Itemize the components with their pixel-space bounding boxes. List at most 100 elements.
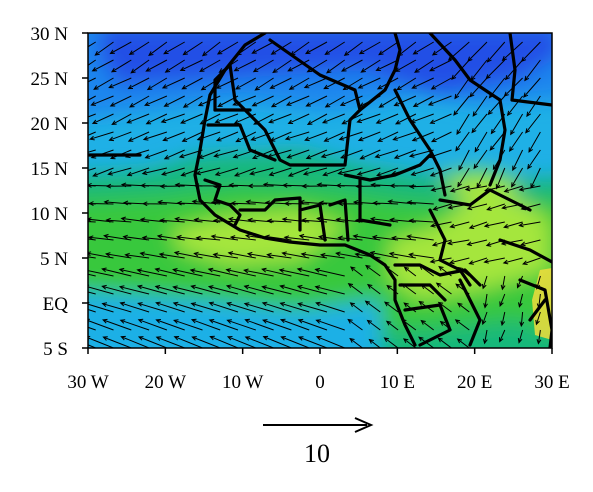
- wind-vector-arrow: [456, 338, 470, 348]
- wind-vector-arrow: [233, 167, 256, 177]
- wind-vector-arrow: [481, 311, 488, 326]
- wind-vector-arrow: [347, 318, 363, 331]
- wind-vector-arrow: [528, 131, 541, 153]
- wind-vector-arrow: [266, 252, 292, 259]
- wind-vector-arrow: [108, 131, 132, 142]
- wind-vector-arrow: [430, 131, 452, 143]
- wind-vector-arrow: [536, 293, 542, 309]
- wind-vector-arrow: [471, 113, 488, 134]
- wind-vector-arrow: [251, 149, 274, 160]
- wind-vector-arrow: [162, 131, 185, 142]
- wind-vector-arrow: [88, 77, 96, 83]
- wind-vector-arrow: [164, 59, 185, 73]
- wind-vector-arrow: [429, 257, 452, 264]
- wind-vector-arrow: [383, 337, 399, 348]
- wind-vector-arrow: [190, 302, 221, 313]
- wind-vector-arrow: [315, 319, 345, 331]
- wind-vector-arrow: [420, 284, 435, 295]
- wind-vector-arrow: [268, 167, 292, 177]
- wind-vector-arrow: [286, 149, 310, 159]
- wind-vector-arrow: [418, 300, 434, 313]
- wind-vector-arrow: [88, 149, 96, 153]
- wind-vector-arrow: [347, 283, 363, 295]
- wind-vector-arrow: [262, 335, 292, 348]
- wind-vector-arrow: [196, 131, 221, 141]
- wind-vector-arrow: [320, 149, 345, 159]
- wind-vector-arrow: [484, 185, 505, 193]
- wind-vector-arrow: [88, 41, 96, 48]
- x-tick-label: 10 W: [222, 372, 263, 393]
- wind-vector-arrow: [266, 149, 292, 158]
- wind-vector-arrow: [306, 113, 328, 125]
- wind-vector-arrow: [191, 336, 221, 348]
- wind-vector-arrow: [520, 203, 541, 211]
- wind-vector-arrow: [372, 200, 399, 206]
- wind-vector-arrow: [190, 284, 221, 295]
- wind-vector-arrow: [303, 77, 328, 89]
- wind-vector-arrow: [214, 113, 239, 124]
- wind-vector-arrow: [146, 77, 168, 91]
- y-axis: 30 N 25 N 20 N 15 N 10 N 5 N EQ 5 S: [31, 24, 88, 360]
- wind-vector-arrow: [176, 200, 203, 206]
- y-tick-label: 5 N: [40, 249, 68, 270]
- wind-vector-arrow: [315, 335, 345, 348]
- wind-vector-arrow: [119, 301, 150, 313]
- wind-vector-arrow: [486, 347, 487, 348]
- wind-vector-arrow: [236, 41, 257, 56]
- wind-vector-arrow: [243, 268, 274, 277]
- wind-vector-arrow: [466, 203, 488, 211]
- wind-vector-arrow: [447, 41, 470, 61]
- wind-vector-arrow: [469, 77, 488, 98]
- wind-vector-arrow: [349, 337, 363, 348]
- wind-vector-arrow: [218, 59, 239, 73]
- x-tick-label: 30 W: [67, 372, 108, 393]
- wind-vector-arrow: [315, 301, 345, 313]
- wind-vector-arrow: [297, 318, 328, 331]
- wind-vector-arrow: [304, 41, 328, 55]
- wind-vector-arrow: [88, 201, 114, 206]
- wind-vector-arrow: [182, 95, 203, 108]
- wind-vector-arrow: [126, 167, 150, 177]
- wind-vector-arrow: [317, 234, 345, 241]
- wind-vector-arrow: [457, 266, 470, 277]
- wind-vector-arrow: [88, 221, 96, 223]
- wind-vector-arrow: [243, 302, 274, 313]
- wind-vector-arrow: [366, 319, 381, 331]
- wind-vector-arrow: [506, 95, 523, 117]
- wind-vector-arrow: [428, 149, 452, 159]
- wind-vector-arrow: [335, 251, 363, 259]
- wind-vector-arrow: [91, 113, 114, 124]
- wind-vector-arrow: [232, 149, 256, 159]
- wind-vector-arrow: [249, 167, 274, 176]
- wind-vector-arrow: [314, 285, 345, 295]
- wind-vector-arrow: [342, 77, 363, 91]
- wind-vector-arrow: [105, 183, 132, 189]
- wind-vector-arrow: [214, 167, 239, 176]
- wind-vector-arrow: [518, 185, 541, 192]
- wind-vector-arrow: [136, 284, 168, 295]
- wind-vector-arrow: [299, 199, 328, 205]
- wind-vector-arrow: [148, 41, 168, 56]
- wind-vector-arrow: [254, 77, 274, 91]
- wind-vector-arrow: [472, 95, 488, 117]
- wind-vector-arrow: [410, 167, 434, 176]
- wind-vector-arrow: [483, 293, 488, 309]
- wind-vector-arrow: [287, 59, 310, 72]
- wind-vector-arrow: [485, 239, 505, 247]
- wind-vector-arrow: [159, 183, 185, 189]
- wind-vector-arrow: [179, 59, 203, 71]
- wind-vector-arrow: [176, 234, 203, 241]
- wind-vector-arrow: [283, 235, 310, 241]
- y-tick-label: EQ: [43, 294, 69, 315]
- wind-vector-arrow: [207, 285, 239, 295]
- wind-vector-arrow: [88, 235, 114, 241]
- wind-vector-arrow: [233, 113, 257, 124]
- wind-vector-arrow: [527, 149, 541, 170]
- wind-vector-arrow: [159, 218, 185, 223]
- wind-vector-arrow: [408, 149, 434, 158]
- wind-vector-arrow: [172, 268, 203, 277]
- wind-vector-arrow: [268, 113, 292, 124]
- wind-vector-arrow: [340, 149, 363, 159]
- wind-vector-arrow: [278, 268, 310, 277]
- wind-vector-arrow: [359, 95, 381, 107]
